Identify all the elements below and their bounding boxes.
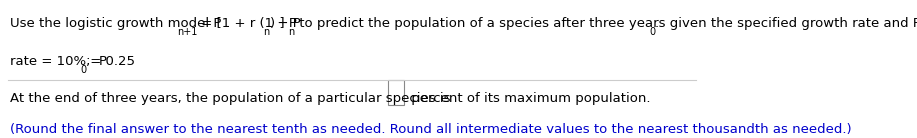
Text: At the end of three years, the population of a particular species is: At the end of three years, the populatio… [10,92,455,105]
Text: .: . [654,17,658,30]
Text: = 0.25: = 0.25 [85,55,135,67]
Text: rate = 10%;  P: rate = 10%; P [10,55,106,67]
Text: 0: 0 [80,65,86,75]
Text: Use the logistic growth model P: Use the logistic growth model P [10,17,221,30]
Text: ) ] P: ) ] P [270,17,296,30]
Text: (Round the final answer to the nearest tenth as needed. Round all intermediate v: (Round the final answer to the nearest t… [10,123,852,136]
Text: n: n [263,27,270,37]
Text: = [1 + r (1 − P: = [1 + r (1 − P [196,17,300,30]
Text: 0: 0 [649,27,656,37]
Text: n: n [289,27,294,37]
FancyBboxPatch shape [388,80,404,105]
Text: n+1: n+1 [177,27,197,37]
Text: to predict the population of a species after three years given the specified gro: to predict the population of a species a… [294,17,917,30]
Text: percent of its maximum population.: percent of its maximum population. [407,92,651,105]
